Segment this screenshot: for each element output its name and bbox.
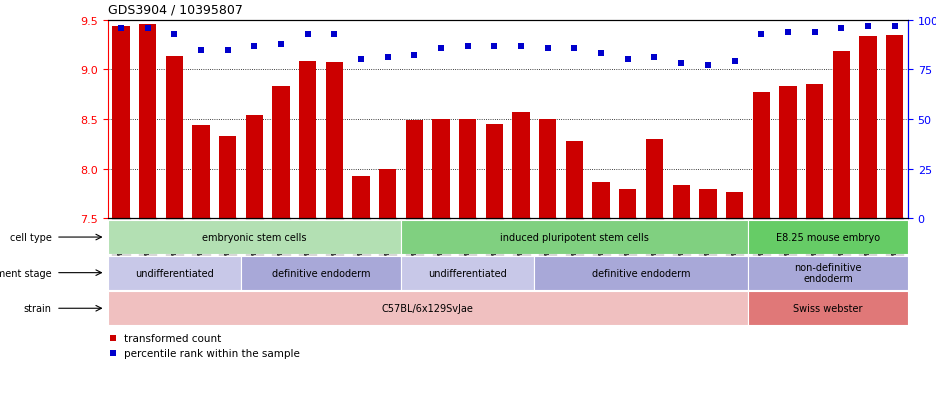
- Text: induced pluripotent stem cells: induced pluripotent stem cells: [500, 233, 649, 242]
- Point: [781, 29, 796, 36]
- Point: [834, 25, 849, 32]
- Bar: [699, 189, 717, 219]
- Text: embryonic stem cells: embryonic stem cells: [202, 233, 307, 242]
- Bar: [512, 113, 530, 219]
- Point: [194, 47, 209, 54]
- Point: [106, 350, 121, 357]
- Bar: [753, 93, 770, 219]
- Bar: [432, 120, 450, 219]
- Bar: [592, 182, 610, 219]
- Bar: [646, 140, 664, 219]
- Point: [727, 59, 742, 66]
- Bar: [748, 256, 908, 290]
- Text: strain: strain: [23, 304, 51, 313]
- Point: [354, 57, 369, 64]
- Point: [106, 335, 121, 342]
- Bar: [885, 36, 903, 219]
- Bar: [859, 36, 877, 219]
- Bar: [245, 116, 263, 219]
- Point: [300, 31, 315, 38]
- Bar: [405, 121, 423, 219]
- Point: [327, 31, 342, 38]
- Text: undifferentiated: undifferentiated: [429, 268, 507, 278]
- Point: [273, 41, 288, 48]
- Bar: [352, 176, 370, 219]
- Text: definitive endoderm: definitive endoderm: [592, 268, 691, 278]
- Bar: [108, 292, 748, 325]
- Bar: [779, 87, 797, 219]
- Bar: [565, 142, 583, 219]
- Bar: [166, 57, 183, 219]
- Bar: [108, 256, 241, 290]
- Bar: [272, 87, 290, 219]
- Text: cell type: cell type: [9, 233, 51, 242]
- Point: [700, 63, 715, 69]
- Point: [807, 29, 822, 36]
- Point: [247, 43, 262, 50]
- Point: [461, 43, 475, 50]
- Point: [887, 23, 902, 30]
- Bar: [486, 125, 504, 219]
- Text: percentile rank within the sample: percentile rank within the sample: [124, 349, 300, 358]
- Text: C57BL/6x129SvJae: C57BL/6x129SvJae: [382, 304, 474, 313]
- Point: [140, 25, 155, 32]
- Bar: [108, 221, 401, 254]
- Bar: [299, 62, 316, 219]
- Point: [753, 31, 768, 38]
- Text: transformed count: transformed count: [124, 334, 221, 344]
- Text: development stage: development stage: [0, 268, 51, 278]
- Point: [167, 31, 182, 38]
- Bar: [748, 292, 908, 325]
- Point: [514, 43, 529, 50]
- Point: [860, 23, 875, 30]
- Bar: [832, 51, 850, 219]
- Point: [647, 55, 662, 62]
- Point: [540, 45, 555, 52]
- Point: [593, 51, 608, 58]
- Bar: [539, 120, 557, 219]
- Bar: [534, 256, 748, 290]
- Point: [407, 53, 422, 59]
- Point: [621, 57, 636, 64]
- Point: [487, 43, 502, 50]
- Bar: [401, 221, 748, 254]
- Text: non-definitive
endoderm: non-definitive endoderm: [794, 262, 862, 284]
- Bar: [401, 256, 534, 290]
- Bar: [459, 120, 476, 219]
- Text: undifferentiated: undifferentiated: [135, 268, 213, 278]
- Text: GDS3904 / 10395807: GDS3904 / 10395807: [108, 4, 242, 17]
- Point: [567, 45, 582, 52]
- Bar: [672, 185, 690, 219]
- Bar: [379, 169, 397, 219]
- Text: E8.25 mouse embryo: E8.25 mouse embryo: [776, 233, 880, 242]
- Bar: [725, 192, 743, 219]
- Bar: [219, 137, 237, 219]
- Bar: [748, 221, 908, 254]
- Point: [220, 47, 235, 54]
- Point: [674, 61, 689, 68]
- Point: [380, 55, 395, 62]
- Bar: [192, 126, 210, 219]
- Bar: [241, 256, 401, 290]
- Point: [433, 45, 448, 52]
- Bar: [619, 189, 636, 219]
- Bar: [139, 25, 156, 219]
- Text: definitive endoderm: definitive endoderm: [271, 268, 371, 278]
- Point: [113, 25, 128, 32]
- Bar: [112, 26, 130, 219]
- Bar: [326, 63, 344, 219]
- Text: Swiss webster: Swiss webster: [793, 304, 863, 313]
- Bar: [806, 85, 824, 219]
